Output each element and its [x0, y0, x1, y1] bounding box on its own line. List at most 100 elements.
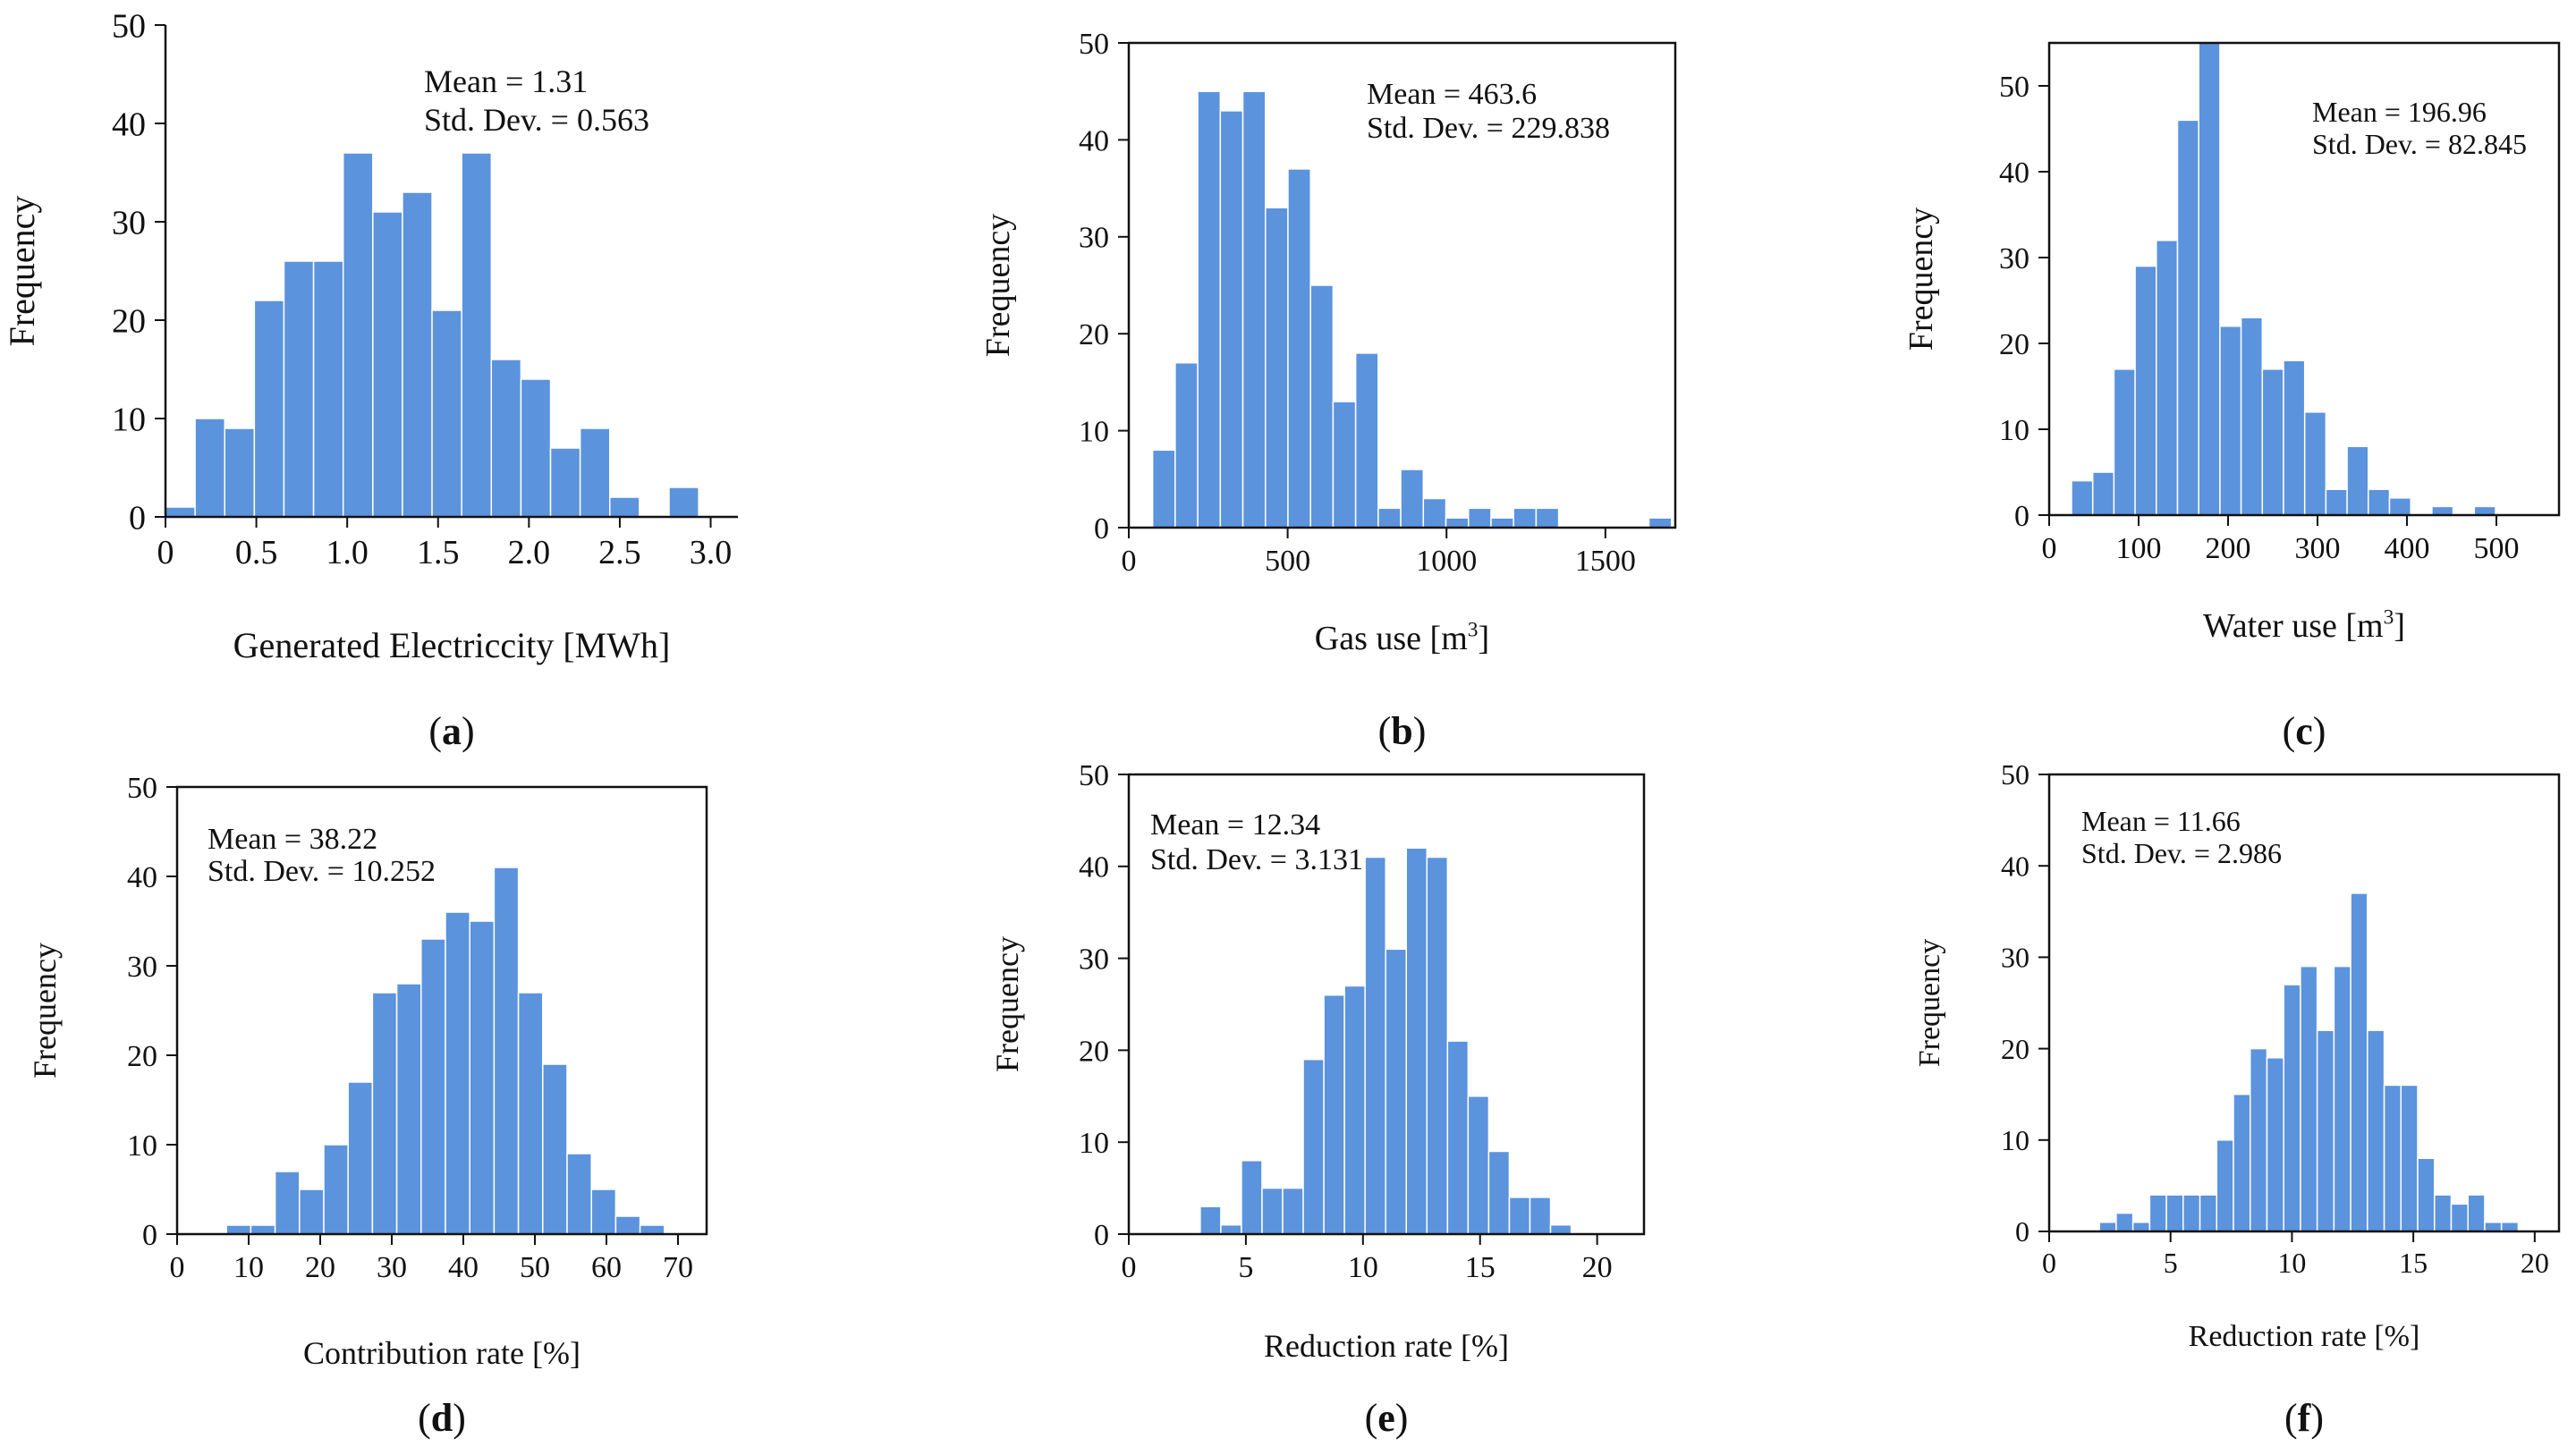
histogram-bar [1385, 948, 1408, 1235]
histogram-bar [1343, 985, 1366, 1235]
panel-subtitle-part: e [1377, 1396, 1395, 1440]
x-tick-label: 500 [1265, 545, 1310, 578]
bars [2071, 42, 2496, 516]
histogram-bar [549, 447, 581, 518]
histogram-bar [1648, 517, 1673, 529]
histogram-bar [312, 260, 344, 518]
histogram-bar [1323, 994, 1345, 1235]
histogram-bar [395, 983, 422, 1235]
y-tick-label: 0 [1094, 1219, 1109, 1252]
y-tick-label: 0 [1094, 512, 1109, 546]
histogram-bar [1287, 168, 1311, 529]
y-tick-label: 50 [1079, 759, 1109, 792]
x-tick-label: 40 [448, 1251, 479, 1284]
histogram-bar [420, 938, 446, 1235]
histogram-bar [165, 506, 196, 518]
bars [225, 867, 665, 1235]
histogram-bar [2346, 445, 2369, 516]
histogram-bar [1529, 1197, 1552, 1235]
histogram-bar [2131, 1222, 2151, 1232]
panel-subtitle-part: ( [418, 1396, 431, 1440]
histogram-bar [274, 1171, 301, 1235]
histogram-bar [2400, 1084, 2419, 1232]
histogram-bar [1422, 497, 1447, 529]
stats-annotation: Std. Dev. = 2.986 [2081, 837, 2282, 869]
y-tick-label: 10 [127, 1129, 157, 1163]
chart-b: 0 500 1000 1500 0 10 20 30 40 50 Frequency Gas use … [979, 28, 1677, 753]
y-tick-label: 10 [1079, 1127, 1109, 1160]
histogram-bar [299, 1189, 325, 1235]
y-tick-label: 0 [142, 1219, 157, 1252]
x-tick-label: 10 [233, 1251, 264, 1284]
x-axis-label-end: ] [2394, 607, 2405, 645]
histogram-bar [1241, 90, 1267, 529]
x-tick-label: 10 [1348, 1251, 1378, 1284]
histogram-bar [253, 300, 285, 518]
x-tick-label: 70 [663, 1251, 693, 1284]
y-axis-label: Frequency [2, 196, 42, 347]
x-axis-label: Gas use [m3] [1315, 619, 1489, 657]
histogram-bar [2240, 317, 2264, 516]
x-tick-label: 0 [1122, 1251, 1137, 1284]
histogram-bar [2316, 1029, 2335, 1232]
histogram-bar [1549, 1223, 1572, 1235]
x-tick-label: 300 [2295, 532, 2341, 565]
x-tick-label: 10 [2277, 1247, 2306, 1279]
stats-annotation: Mean = 1.31 [424, 63, 588, 99]
histogram-bar [2198, 42, 2221, 516]
histogram-bar [445, 911, 470, 1235]
histogram-bar [2368, 488, 2391, 516]
histogram-bar [1508, 1197, 1531, 1235]
histogram-bar [2431, 505, 2454, 516]
x-tick-label: 2.5 [598, 534, 641, 571]
histogram-bar [2367, 1029, 2385, 1232]
panel-subtitle-part: b [1391, 709, 1412, 753]
panel-subtitle-part: f [2298, 1396, 2312, 1440]
x-tick-label: 500 [2474, 532, 2520, 565]
y-tick-label: 30 [112, 204, 146, 241]
y-tick-label: 40 [112, 106, 146, 143]
panel-subtitle-part: ( [2283, 709, 2296, 753]
histogram-bar [2434, 1194, 2453, 1232]
histogram-bar [1241, 1160, 1263, 1235]
histogram-bar [566, 1153, 592, 1235]
y-tick-label: 20 [2001, 1033, 2029, 1065]
x-axis-label: Reduction rate [%] [1264, 1328, 1509, 1364]
y-axis-label: Frequency [27, 943, 63, 1079]
histogram-bar [2156, 240, 2179, 516]
histogram-bar [283, 260, 315, 518]
y-tick-label: 30 [2001, 942, 2029, 974]
histogram-bar [469, 920, 496, 1235]
histogram-bar [225, 1224, 252, 1235]
histogram-bar [2467, 1194, 2486, 1232]
y-tick-label: 40 [1079, 851, 1109, 884]
stats-annotation: Mean = 11.66 [2081, 805, 2241, 837]
y-tick-label: 20 [1079, 318, 1109, 351]
histogram-bar [590, 1189, 617, 1235]
histogram-bar [2148, 1194, 2167, 1232]
x-tick-label: 15 [2399, 1247, 2428, 1279]
histogram-bar [323, 1144, 349, 1235]
x-tick-label: 400 [2385, 532, 2430, 565]
histogram-bar [402, 191, 433, 518]
histogram-bar [579, 427, 611, 518]
histogram-bar [2500, 1222, 2520, 1232]
y-tick-label: 50 [127, 772, 157, 805]
histogram-bar [2249, 1047, 2268, 1232]
chart-a: 0 0.5 1.0 1.5 2.0 2.5 3.0 0 10 20 30 40 50 Frequency G… [2, 7, 738, 753]
histogram-bar [431, 309, 462, 518]
y-tick-label: 0 [2015, 1215, 2029, 1248]
histogram-bar [2098, 1222, 2117, 1232]
panel-subtitle-part: ( [1378, 709, 1392, 753]
stats-annotation: Mean = 196.96 [2312, 96, 2487, 128]
histogram-bar [1261, 1187, 1284, 1235]
histogram-bar [1405, 847, 1428, 1235]
histogram-bar [2266, 1057, 2284, 1232]
histogram-bar [2261, 368, 2284, 516]
histogram-bar [2283, 984, 2301, 1232]
histogram-bar [1446, 1040, 1470, 1235]
histogram-bar [1400, 469, 1425, 529]
y-tick-label: 10 [112, 401, 146, 438]
stats-annotation: Std. Dev. = 10.252 [208, 855, 436, 888]
